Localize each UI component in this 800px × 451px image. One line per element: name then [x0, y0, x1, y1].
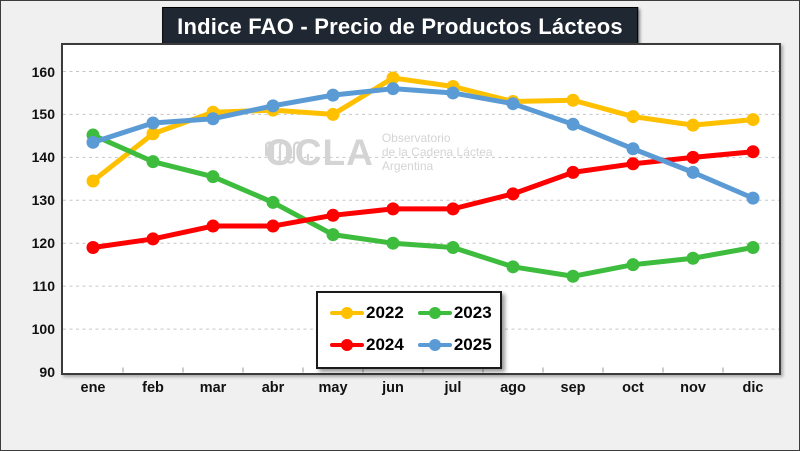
legend-item-2023: 2023 [417, 303, 492, 323]
data-point-2022-nov [686, 118, 700, 132]
legend-marker-2025-icon [417, 339, 452, 352]
legend-dot-2023 [428, 307, 441, 319]
data-point-2024-ago [506, 187, 520, 201]
data-point-2023-abr [266, 195, 280, 209]
y-axis-label-110: 110 [32, 278, 55, 295]
data-point-2022-jun [386, 71, 400, 85]
data-point-2025-abr [266, 99, 280, 113]
data-point-2022-ene [86, 174, 100, 188]
data-point-2024-sep [566, 165, 580, 179]
data-point-2024-jun [386, 202, 400, 216]
data-point-2024-ene [86, 241, 100, 255]
data-point-2023-dic [746, 241, 760, 255]
y-axis-label-150: 150 [31, 106, 55, 123]
data-point-2023-oct [626, 258, 640, 272]
data-point-2024-mar [206, 219, 220, 233]
data-point-2023-sep [566, 269, 580, 283]
legend-dot-2025 [428, 339, 441, 351]
plot-area: OCLA Observatorio de la Cadena Láctea Ar… [61, 43, 781, 375]
chart-canvas [63, 71, 779, 373]
series-line-2025 [90, 86, 756, 201]
data-point-2022-oct [626, 110, 640, 124]
data-point-2025-jul [446, 86, 460, 100]
x-axis-label-jul: jul [444, 380, 462, 396]
x-axis-label-jun: jun [382, 380, 404, 396]
legend-item-2024: 2024 [330, 335, 404, 355]
legend-label-2023: 2023 [453, 303, 492, 322]
legend-label-2025: 2025 [453, 335, 492, 354]
data-point-2025-feb [146, 116, 160, 130]
data-point-2024-may [326, 208, 340, 222]
data-point-2025-oct [626, 142, 640, 156]
y-axis-label-160: 160 [31, 63, 55, 80]
data-point-2025-sep [566, 117, 580, 131]
data-point-2023-jul [446, 241, 460, 255]
data-point-2025-nov [686, 165, 700, 179]
data-point-2022-dic [746, 113, 760, 127]
x-axis-label-mar: mar [199, 380, 227, 396]
legend-marker-2023-icon [417, 307, 452, 320]
legend-item-2022: 2022 [330, 303, 404, 323]
series-line-2023 [90, 132, 756, 279]
data-point-2022-feb [146, 127, 160, 141]
legend-marker-2022-icon [330, 307, 364, 320]
x-axis-label-ene: ene [80, 380, 106, 396]
y-axis-label-90: 90 [39, 364, 55, 380]
data-point-2025-ago [506, 97, 520, 111]
x-axis-label-dic: dic [742, 380, 764, 396]
data-point-2023-mar [206, 170, 220, 184]
x-axis-label-sep: sep [560, 380, 586, 396]
data-point-2025-dic [746, 191, 760, 205]
y-axis-label-120: 120 [31, 235, 55, 252]
data-point-2023-feb [146, 155, 160, 169]
y-axis-label-100: 100 [31, 321, 55, 338]
x-axis-label-abr: abr [261, 380, 285, 396]
data-point-2024-abr [266, 219, 280, 233]
x-axis-label-oct: oct [622, 380, 644, 396]
data-point-2022-sep [566, 93, 580, 107]
legend-label-2024: 2024 [366, 335, 404, 354]
data-point-2025-may [326, 88, 340, 102]
series-line-2022 [90, 75, 756, 184]
x-axis-label-ago: ago [500, 380, 526, 396]
x-axis-label-feb: feb [142, 380, 164, 396]
data-point-2025-jun [386, 82, 400, 96]
data-point-2024-nov [686, 150, 700, 164]
data-point-2024-dic [746, 145, 760, 159]
data-point-2025-mar [206, 112, 220, 126]
x-axis-label-may: may [318, 380, 348, 396]
data-point-2023-jun [386, 236, 400, 250]
data-point-2025-ene [86, 135, 100, 149]
data-point-2024-oct [626, 157, 640, 171]
legend-label-2022: 2022 [366, 303, 404, 322]
legend-dot-2024 [341, 339, 353, 351]
legend-item-2025: 2025 [417, 335, 492, 355]
data-point-2023-ago [506, 260, 520, 274]
y-axis-label-130: 130 [31, 192, 55, 209]
data-point-2024-jul [446, 202, 460, 216]
y-axis-label-140: 140 [31, 149, 55, 166]
series-line-2024 [90, 149, 756, 251]
chart-title: Indice FAO - Precio de Productos Lácteos [162, 7, 638, 48]
chart-title-text: Indice FAO - Precio de Productos Lácteos [177, 14, 623, 39]
legend-dot-2022 [341, 307, 353, 319]
legend: 2022 2023 2024 2025 [316, 291, 502, 369]
data-point-2022-may [326, 107, 340, 121]
x-axis-label-nov: nov [680, 380, 706, 396]
data-point-2024-feb [146, 232, 160, 246]
data-point-2023-may [326, 228, 340, 242]
data-point-2023-nov [686, 251, 700, 265]
legend-marker-2024-icon [330, 339, 364, 352]
